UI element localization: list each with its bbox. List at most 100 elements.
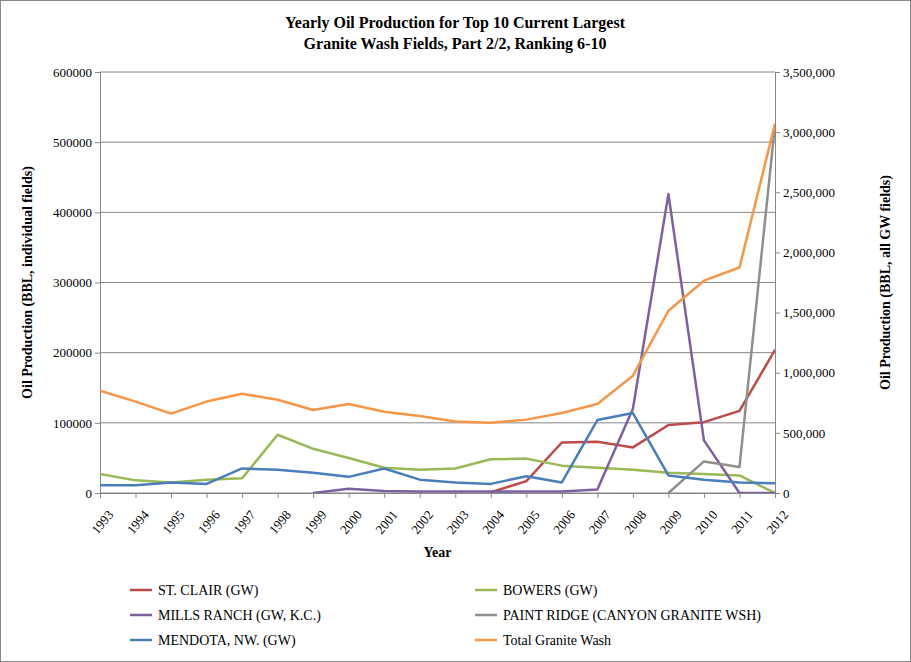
legend-swatch	[475, 589, 497, 592]
y2-tick: 1,000,000	[775, 365, 835, 380]
x-tick: 2004	[479, 493, 508, 537]
x-tick: 1997	[230, 493, 259, 537]
y2-tick: 1,500,000	[775, 305, 835, 320]
y2-tick-mark	[775, 433, 780, 434]
x-tick-mark	[384, 493, 385, 498]
x-tick-mark	[597, 493, 598, 498]
x-tick-label: 2005	[515, 507, 543, 537]
legend-label: MENDOTA, NW. (GW)	[158, 633, 296, 649]
legend-item: Total Granite Wash	[475, 633, 611, 648]
x-tick-label: 1999	[301, 507, 329, 537]
y2-tick-mark	[775, 192, 780, 193]
y2-axis: 0500,0001,000,0001,500,0002,000,0002,500…	[775, 65, 835, 501]
x-tick-mark	[313, 493, 314, 498]
y-tick-label: 300000	[53, 275, 92, 290]
x-tick: 1998	[266, 493, 294, 537]
x-tick-mark	[526, 493, 527, 498]
y2-tick-label: 1,000,000	[783, 365, 835, 380]
grid-line	[100, 212, 775, 213]
x-tick: 2002	[408, 493, 436, 537]
y-axis-line	[95, 73, 101, 494]
x-tick-label: 1998	[266, 507, 294, 537]
legend-item: PAINT RIDGE (CANYON GRANITE WSH)	[475, 608, 761, 624]
x-tick: 2009	[657, 493, 685, 537]
legend-swatch	[130, 614, 152, 617]
y2-tick-label: 0	[783, 486, 790, 501]
x-tick-mark	[207, 493, 208, 498]
series-line	[100, 124, 775, 423]
x-tick: 2010	[692, 493, 720, 537]
legend-label: MILLS RANCH (GW, K.C.)	[158, 608, 321, 624]
x-tick-mark	[420, 493, 421, 498]
y-tick: 100000	[53, 415, 100, 430]
grid-line	[100, 282, 775, 283]
plot-lines	[100, 124, 775, 493]
x-tick: 2003	[443, 493, 471, 537]
x-tick-label: 2008	[621, 507, 649, 537]
grid-line	[100, 72, 775, 73]
legend-label: Total Granite Wash	[503, 633, 611, 648]
x-tick-label: 1993	[88, 507, 116, 537]
x-tick-mark	[136, 493, 137, 498]
x-tick-label: 2011	[728, 507, 756, 536]
x-tick-mark	[668, 493, 669, 498]
x-tick-label: 2010	[692, 507, 720, 537]
y-tick-mark	[95, 212, 100, 213]
series-line	[668, 125, 775, 493]
series-line	[313, 194, 775, 493]
title: Yearly Oil Production for Top 10 Current…	[285, 14, 626, 53]
x-tick-label: 2006	[550, 507, 579, 537]
y2-tick: 500,000	[775, 426, 825, 441]
legend-swatch	[475, 614, 497, 617]
y-tick-label: 400000	[53, 205, 92, 220]
x-tick: 2011	[728, 493, 756, 537]
legend-swatch	[130, 589, 152, 592]
x-tick-label: 2003	[443, 507, 471, 537]
y2-tick: 0	[775, 486, 790, 501]
x-tick-mark	[242, 493, 243, 498]
y-tick-mark	[95, 72, 100, 73]
legend-item: BOWERS (GW)	[475, 583, 598, 599]
legend-item: MILLS RANCH (GW, K.C.)	[130, 608, 321, 624]
chart-border	[1, 1, 911, 662]
y2-tick-mark	[775, 373, 780, 374]
y2-axis-title: Oil Production (BBL, all GW fields)	[878, 175, 894, 390]
x-tick-label: 2000	[337, 507, 365, 537]
x-tick: 2006	[550, 493, 579, 537]
legend-label: PAINT RIDGE (CANYON GRANITE WSH)	[503, 608, 761, 624]
x-tick: 1994	[124, 493, 153, 537]
y-tick: 0	[86, 486, 101, 501]
x-tick-label: 2002	[408, 507, 436, 537]
y-tick-label: 600000	[53, 65, 92, 80]
x-tick-mark	[491, 493, 492, 498]
legend: ST. CLAIR (GW) BOWERS (GW) MILLS RANCH (GW…	[130, 583, 761, 649]
y2-tick: 3,000,000	[775, 125, 835, 140]
series-line	[100, 413, 775, 485]
y-tick-label: 200000	[53, 345, 92, 360]
legend-swatch	[475, 639, 497, 642]
y2-tick-label: 3,000,000	[783, 125, 835, 140]
x-tick: 2001	[372, 493, 400, 537]
y-tick: 200000	[53, 345, 100, 360]
y2-tick-mark	[775, 252, 780, 253]
legend-swatch	[130, 639, 152, 642]
x-tick-mark	[349, 493, 350, 498]
x-tick: 1993	[88, 493, 116, 537]
x-tick-mark	[278, 493, 279, 498]
y2-tick-label: 500,000	[783, 426, 825, 441]
y-tick: 500000	[53, 135, 100, 150]
y-tick-label: 100000	[53, 415, 92, 430]
x-tick-label: 2001	[372, 507, 400, 537]
title-line: Yearly Oil Production for Top 10 Current…	[285, 14, 626, 32]
grid	[100, 72, 775, 493]
y-tick: 300000	[53, 275, 100, 290]
y2-tick-mark	[775, 493, 780, 494]
x-tick: 2000	[337, 493, 365, 537]
legend-label: ST. CLAIR (GW)	[158, 583, 259, 599]
legend-item: ST. CLAIR (GW)	[130, 583, 259, 599]
y2-tick: 2,000,000	[775, 245, 835, 260]
y-axis: 0 100000 200000 300000 400000 500000 600000	[53, 65, 101, 501]
x-tick: 1995	[159, 493, 187, 537]
y-tick-mark	[95, 493, 100, 494]
y2-axis-line	[776, 73, 781, 494]
